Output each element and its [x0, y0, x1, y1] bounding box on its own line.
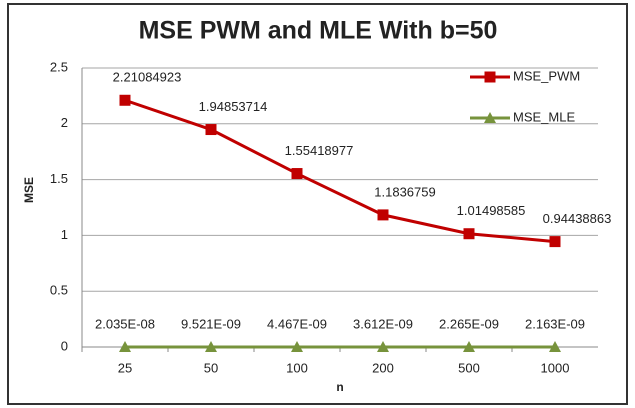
- legend-label: MSE_MLE: [513, 109, 575, 124]
- point: [205, 341, 217, 352]
- data-label: 2.21084923: [113, 70, 182, 85]
- x-tick-label: 200: [372, 360, 394, 375]
- legend-label: MSE_PWM: [513, 68, 580, 83]
- data-label: 3.612E-09: [353, 316, 413, 331]
- data-label: 1.1836759: [374, 184, 435, 199]
- point: [291, 341, 303, 352]
- y-axis-title: MSE: [22, 177, 36, 203]
- x-tick-label: 25: [118, 360, 132, 375]
- x-tick-label: 500: [458, 360, 480, 375]
- point: [205, 124, 217, 136]
- data-label: 1.94853714: [199, 99, 268, 114]
- data-label: 1.55418977: [285, 143, 354, 158]
- series-line: [124, 98, 556, 244]
- chart-title: MSE PWM and MLE With b=50: [139, 17, 498, 45]
- data-label: 9.521E-09: [181, 316, 241, 331]
- point: [377, 341, 389, 352]
- y-tick-label: 0.5: [50, 283, 68, 298]
- x-tick-label: 100: [286, 360, 308, 375]
- data-label: 2.265E-09: [439, 316, 499, 331]
- chart-frame: [7, 3, 628, 405]
- point: [463, 228, 475, 240]
- y-tick-label: 2.5: [50, 59, 68, 74]
- point: [377, 209, 389, 221]
- y-tick-label: 2: [61, 115, 68, 130]
- y-tick-label: 1.5: [50, 171, 68, 186]
- x-tick-label: 50: [204, 360, 218, 375]
- data-label: 1.01498585: [457, 203, 526, 218]
- y-tick-label: 1: [61, 227, 68, 242]
- point: [463, 341, 475, 352]
- data-label: 4.467E-09: [267, 316, 327, 331]
- data-label: 0.94438863: [543, 211, 612, 226]
- point: [119, 341, 131, 352]
- point: [549, 236, 561, 248]
- x-tick-label: 1000: [541, 360, 570, 375]
- legend-marker: [484, 71, 496, 83]
- data-label: 2.163E-09: [525, 316, 585, 331]
- point: [119, 94, 131, 106]
- data-label: 2.035E-08: [95, 316, 155, 331]
- point: [291, 168, 303, 180]
- y-tick-label: 0: [61, 338, 68, 353]
- x-axis-title: n: [336, 380, 343, 394]
- point: [549, 341, 561, 352]
- legend-marker: [484, 112, 496, 123]
